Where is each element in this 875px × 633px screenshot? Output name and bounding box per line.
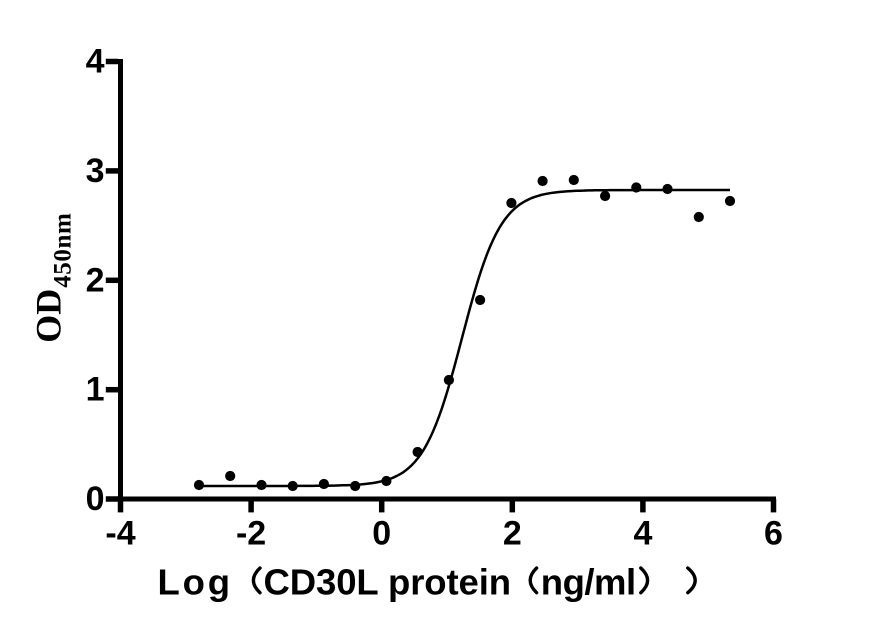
svg-text:ng/ml: ng/ml xyxy=(541,562,636,603)
svg-text:-4: -4 xyxy=(105,515,135,553)
svg-text:3: 3 xyxy=(86,152,105,190)
svg-text:2: 2 xyxy=(503,515,522,553)
svg-text:0: 0 xyxy=(86,480,105,518)
svg-text:4: 4 xyxy=(86,43,105,81)
svg-text:1: 1 xyxy=(86,371,105,409)
svg-text:6: 6 xyxy=(764,515,783,553)
svg-text:CD30L protein: CD30L protein xyxy=(264,562,511,603)
svg-text:0: 0 xyxy=(372,515,391,553)
svg-text:-2: -2 xyxy=(236,515,266,553)
svg-text:Log: Log xyxy=(158,562,233,603)
svg-text:4: 4 xyxy=(633,515,652,553)
svg-text:2: 2 xyxy=(86,261,105,299)
